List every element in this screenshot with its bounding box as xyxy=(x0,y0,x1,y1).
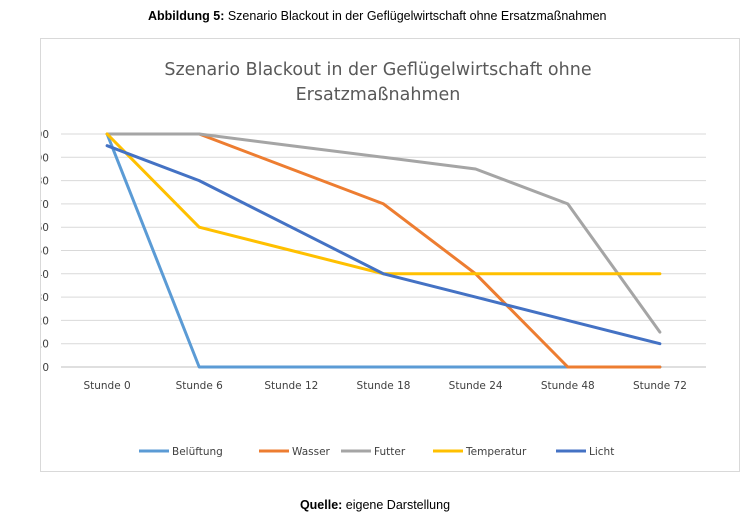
x-tick-label: Stunde 12 xyxy=(264,380,318,392)
y-tick-label: 50 xyxy=(41,246,49,258)
legend-label: Wasser xyxy=(292,446,331,458)
series-lines xyxy=(105,132,662,369)
series-line-4 xyxy=(105,144,662,346)
y-tick-label: 80 xyxy=(41,176,49,188)
y-tick-label: 90 xyxy=(41,152,49,164)
y-axis-tick-labels: 0 10 20 30 40 50 60 70 80 90 100 xyxy=(29,129,49,374)
x-tick-label: Stunde 24 xyxy=(449,380,503,392)
x-axis-tick-labels: Stunde 0 Stunde 6 Stunde 12 Stunde 18 Stunde… xyxy=(83,380,686,392)
caption-label: Abbildung 5: xyxy=(148,9,225,23)
source-text: eigene Darstellung xyxy=(342,498,451,512)
series-line-2 xyxy=(105,132,662,334)
y-tick-label: 100 xyxy=(41,129,49,141)
y-tick-label: 10 xyxy=(41,339,49,351)
y-tick-label: 20 xyxy=(41,315,49,327)
y-tick-label: 70 xyxy=(41,199,49,211)
line-chart: Szenario Blackout in der Geflügelwirtsch… xyxy=(29,60,706,458)
legend: Belüftung Wasser Futter Temperatur Licht xyxy=(139,446,614,458)
x-tick-label: Stunde 72 xyxy=(633,380,687,392)
y-tick-label: 0 xyxy=(42,362,49,374)
y-tick-label: 40 xyxy=(41,269,49,281)
x-tick-label: Stunde 0 xyxy=(83,380,130,392)
chart-frame: Szenario Blackout in der Geflügelwirtsch… xyxy=(29,38,740,472)
legend-label: Temperatur xyxy=(465,446,527,458)
legend-label: Belüftung xyxy=(172,446,223,458)
figure-caption: Abbildung 5: Szenario Blackout in der Ge… xyxy=(148,9,607,23)
legend-label: Futter xyxy=(374,446,406,458)
y-tick-label: 60 xyxy=(41,222,49,234)
x-tick-label: Stunde 18 xyxy=(357,380,411,392)
figure-source: Quelle: eigene Darstellung xyxy=(0,498,750,512)
y-tick-label: 30 xyxy=(41,292,49,304)
x-tick-label: Stunde 6 xyxy=(176,380,224,392)
x-tick-label: Stunde 48 xyxy=(541,380,595,392)
caption-text: Szenario Blackout in der Geflügelwirtsch… xyxy=(224,9,607,23)
legend-label: Licht xyxy=(589,446,614,458)
source-label: Quelle: xyxy=(299,498,343,512)
chart-title-line1: Szenario Blackout in der Geflügelwirtsch… xyxy=(164,60,591,80)
chart-title-line2: Ersatzmaßnahmen xyxy=(296,85,461,105)
